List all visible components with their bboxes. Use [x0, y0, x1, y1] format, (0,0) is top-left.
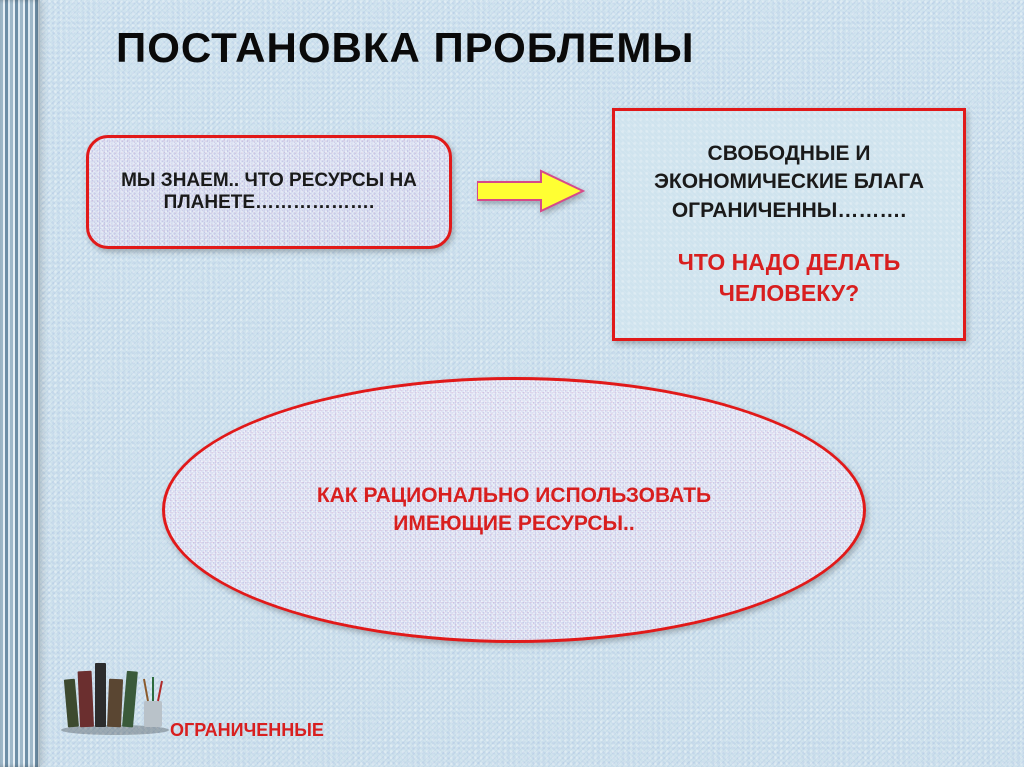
box-left: МЫ ЗНАЕМ.. ЧТО РЕСУРСЫ НА ПЛАНЕТЕ………………. [86, 135, 452, 249]
box-left-text: МЫ ЗНАЕМ.. ЧТО РЕСУРСЫ НА ПЛАНЕТЕ………………. [109, 170, 429, 214]
ellipse-text: КАК РАЦИОНАЛЬНО ИСПОЛЬЗОВАТЬ ИМЕЮЩИЕ РЕС… [270, 482, 759, 539]
caption-limited: ОГРАНИЧЕННЫЕ [170, 720, 324, 741]
left-border-stripe [0, 0, 40, 767]
book-spines [64, 663, 138, 727]
ellipse-answer: КАК РАЦИОНАЛЬНО ИСПОЛЬЗОВАТЬ ИМЕЮЩИЕ РЕС… [162, 377, 866, 643]
box-right: СВОБОДНЫЕ И ЭКОНОМИЧЕСКИЕ БЛАГА ОГРАНИЧЕ… [612, 108, 966, 341]
page-title: ПОСТАНОВКА ПРОБЛЕМЫ [116, 24, 695, 72]
books-icon [60, 657, 170, 735]
arrow-right-icon [477, 169, 585, 213]
pencil-cup [144, 677, 162, 727]
box-right-line1: СВОБОДНЫЕ И ЭКОНОМИЧЕСКИЕ БЛАГА ОГРАНИЧЕ… [635, 140, 943, 225]
box-right-line2: ЧТО НАДО ДЕЛАТЬ ЧЕЛОВЕКУ? [635, 247, 943, 309]
